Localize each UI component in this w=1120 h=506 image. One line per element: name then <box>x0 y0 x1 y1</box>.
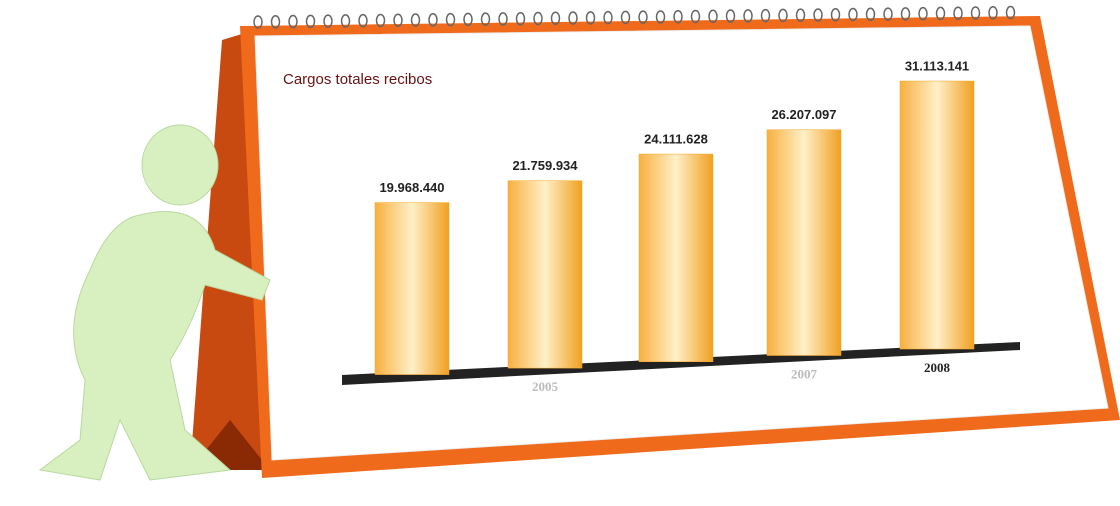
ring <box>463 12 473 27</box>
ring <box>445 12 456 27</box>
ring <box>305 14 316 29</box>
ring <box>410 13 421 27</box>
ring <box>498 12 508 26</box>
bar <box>899 80 975 350</box>
ring <box>795 8 806 22</box>
ring <box>673 9 683 24</box>
ring <box>900 7 911 21</box>
bar <box>766 129 842 356</box>
ring <box>725 9 736 23</box>
ring <box>953 6 963 20</box>
ring <box>655 10 666 24</box>
ring <box>340 14 351 28</box>
ring <box>988 6 998 20</box>
ring <box>708 9 718 24</box>
ring <box>253 15 263 29</box>
ring <box>288 14 298 29</box>
value-label: 21.759.934 <box>512 158 578 173</box>
ring <box>760 8 771 23</box>
ring <box>935 6 946 21</box>
value-label: 26.207.097 <box>771 107 836 122</box>
value-label: 31.113.141 <box>905 58 969 73</box>
ring <box>918 6 928 21</box>
x-tick-label: 2005 <box>532 379 559 394</box>
ring <box>970 6 981 20</box>
ring <box>883 7 893 21</box>
ring <box>865 7 876 22</box>
ring <box>358 13 368 28</box>
ring <box>603 10 613 25</box>
bar <box>638 153 714 362</box>
ring <box>550 11 561 26</box>
ring <box>620 10 631 25</box>
ring <box>778 8 788 23</box>
ring <box>848 7 858 22</box>
ring <box>638 10 648 24</box>
ring <box>1005 5 1016 20</box>
ring <box>323 14 333 28</box>
x-tick-label: 2007 <box>791 366 818 381</box>
ring <box>690 9 701 24</box>
x-tick-label: 2008 <box>924 360 951 375</box>
ring <box>813 8 823 22</box>
bar <box>507 180 583 369</box>
ring <box>533 11 543 26</box>
figure <box>38 124 271 481</box>
calendar-rings <box>253 5 1016 29</box>
ring <box>393 13 403 27</box>
ring <box>743 9 753 23</box>
ring <box>480 12 491 26</box>
value-label: 19.968.440 <box>379 180 444 195</box>
bar <box>374 202 450 375</box>
baseline <box>342 342 1020 385</box>
ring <box>585 11 596 25</box>
chart-title: Cargos totales recibos <box>283 71 432 88</box>
ring <box>428 13 438 27</box>
ring <box>830 7 841 22</box>
value-label: 24.111.628 <box>644 131 708 146</box>
ring <box>568 11 578 25</box>
ring <box>270 15 281 29</box>
ring <box>515 11 526 26</box>
ring <box>375 13 386 28</box>
